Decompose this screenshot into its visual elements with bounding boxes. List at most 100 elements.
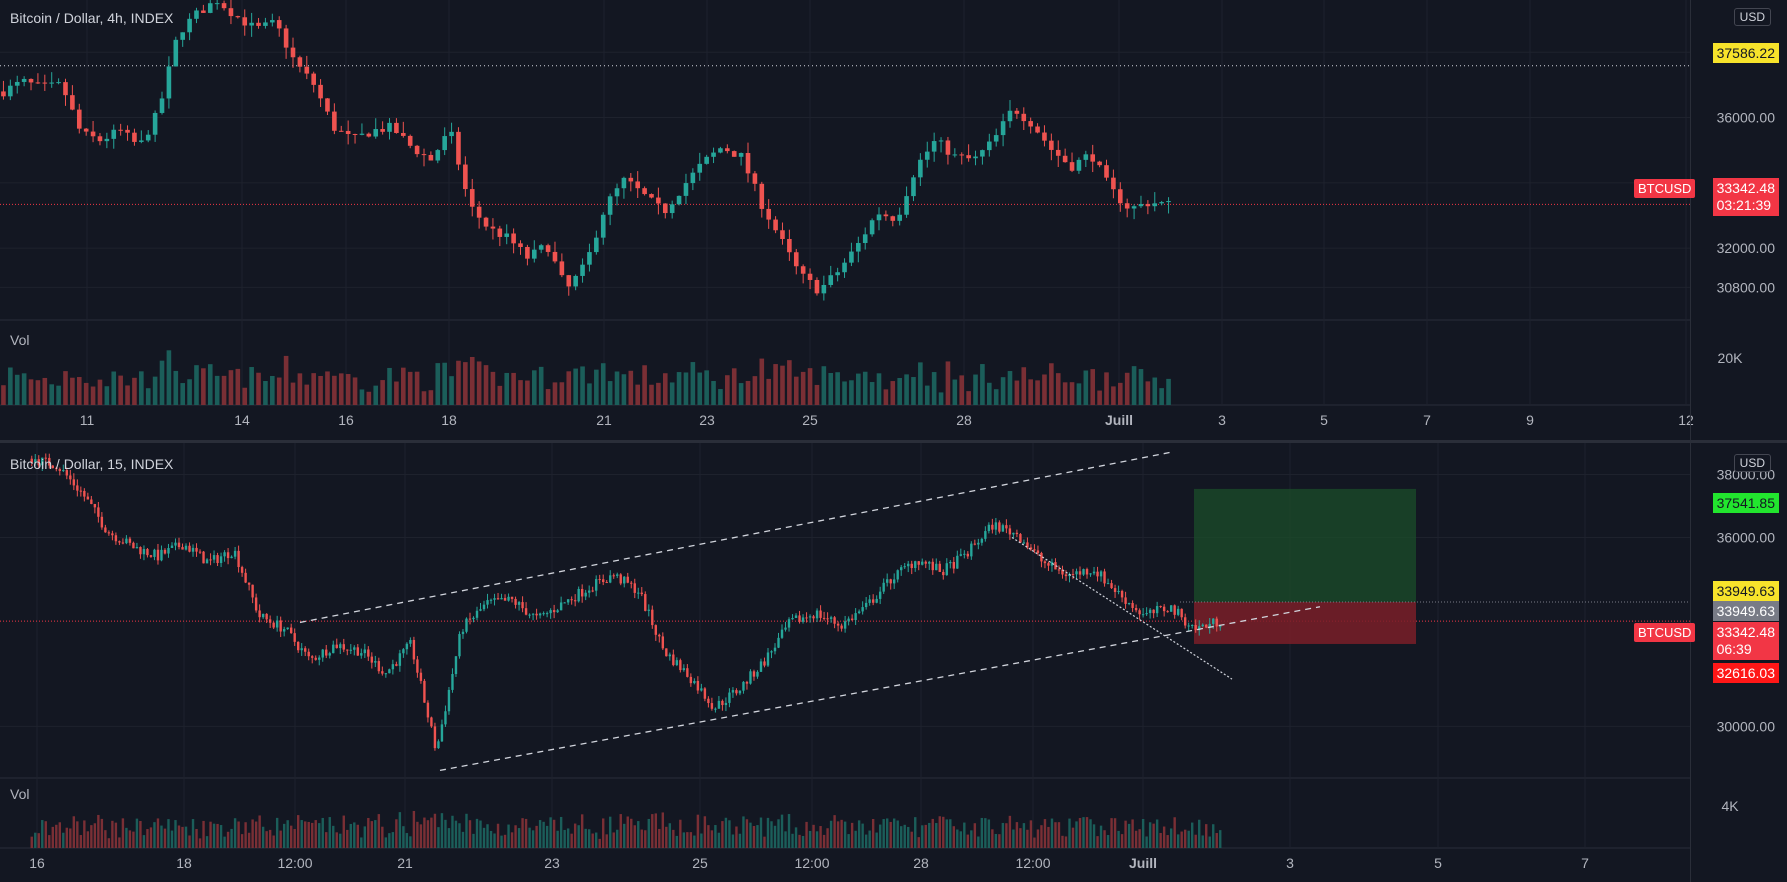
candle-body xyxy=(798,615,801,622)
candle-body xyxy=(763,661,766,666)
chart-pane-15m[interactable]: 38000.00 36000.00 30000.00 4K 16 18 12:00 21 23… xyxy=(0,443,1787,882)
candle-body xyxy=(345,130,351,134)
volume-bar xyxy=(584,828,587,848)
candle-body xyxy=(1194,625,1197,631)
volume-bar xyxy=(970,830,973,848)
candle-body xyxy=(493,598,496,600)
volume-bar xyxy=(79,835,83,848)
volume-bar xyxy=(468,820,472,848)
volume-bar xyxy=(504,372,510,405)
candle-body xyxy=(538,245,544,250)
candle-body xyxy=(815,610,819,619)
candle-body xyxy=(35,82,41,84)
chart-canvas-4h[interactable]: 38000.0036000.0034000.0032000.0030800.00… xyxy=(0,0,1787,440)
volume-bar xyxy=(283,355,289,405)
volume-bar xyxy=(542,821,545,848)
volume-bar xyxy=(952,826,955,848)
volume-bar xyxy=(423,817,426,848)
candle-body xyxy=(41,457,44,466)
candle-body xyxy=(911,177,916,197)
volume-bar xyxy=(1005,823,1008,848)
candle-body xyxy=(959,554,963,556)
candle-body xyxy=(773,219,778,231)
candle-body xyxy=(472,617,475,620)
volume-bar xyxy=(314,820,317,848)
candle-body xyxy=(721,700,724,706)
date-tick-label: Juill xyxy=(1129,855,1157,871)
volume-bar xyxy=(48,835,51,848)
volume-bar xyxy=(717,832,721,848)
candle-body xyxy=(14,81,20,86)
candle-body xyxy=(1085,569,1089,575)
volume-bar xyxy=(676,372,682,405)
volume-bar xyxy=(1169,828,1173,848)
candle-body xyxy=(90,131,96,137)
volume-bar xyxy=(90,825,93,848)
volume-bar xyxy=(952,379,958,405)
volume-bar xyxy=(177,825,181,848)
candle-body xyxy=(889,579,892,584)
candle-body xyxy=(440,724,444,742)
candle-body xyxy=(938,140,944,142)
volume-bar xyxy=(1078,818,1082,848)
volume-bar xyxy=(928,822,931,848)
candle-body xyxy=(903,566,906,568)
volume-bar xyxy=(689,832,693,848)
chart-pane-4h[interactable]: 38000.0036000.0034000.0032000.0030800.00… xyxy=(0,0,1787,440)
candle-body xyxy=(42,82,48,84)
candle-body xyxy=(118,541,121,543)
volume-bar xyxy=(286,820,289,848)
candle-body xyxy=(993,135,999,142)
volume-bar xyxy=(328,817,331,848)
volume-bar xyxy=(166,350,172,405)
volume-bar xyxy=(363,826,367,848)
candle-body xyxy=(1078,571,1082,575)
candle-body xyxy=(412,639,416,660)
volume-label-15m: Vol xyxy=(10,786,30,802)
volume-bar xyxy=(318,375,323,405)
volume-bar xyxy=(679,819,682,848)
candle-body xyxy=(1215,618,1218,627)
volume-bar xyxy=(821,366,827,405)
candle-body xyxy=(1145,204,1151,207)
volume-bar xyxy=(787,360,792,405)
volume-bar xyxy=(791,833,794,848)
candle-body xyxy=(829,617,833,619)
volume-bar xyxy=(145,388,151,405)
volume-bar xyxy=(669,382,675,405)
candle-body xyxy=(587,590,591,593)
volume-bar xyxy=(51,826,54,848)
candle-body xyxy=(510,596,514,599)
volume-bar xyxy=(607,381,613,405)
volume-bars-4h xyxy=(1,350,1171,405)
candle-body xyxy=(409,639,412,644)
candle-body xyxy=(1014,110,1020,114)
volume-bar xyxy=(1015,822,1019,848)
candle-body xyxy=(896,570,899,580)
candle-body xyxy=(945,140,951,155)
candle-body xyxy=(97,507,100,517)
candle-body xyxy=(34,459,37,463)
candle-body xyxy=(500,597,503,600)
candle-body xyxy=(447,689,451,712)
volume-bar xyxy=(531,830,535,848)
volume-bar xyxy=(465,813,468,848)
candle-body xyxy=(174,542,177,546)
currency-badge-15m[interactable]: USD xyxy=(1733,454,1771,472)
candle-body xyxy=(167,547,170,554)
volume-bar xyxy=(1111,386,1116,405)
volume-bar xyxy=(977,836,980,848)
currency-badge-4h[interactable]: USD xyxy=(1733,8,1771,26)
candle-body xyxy=(1029,547,1033,550)
volume-bar xyxy=(191,819,195,848)
pane-divider[interactable] xyxy=(0,440,1787,443)
candle-body xyxy=(607,196,613,215)
candle-body xyxy=(1099,571,1103,577)
volume-bar xyxy=(893,818,896,848)
volume-bar xyxy=(637,821,640,848)
volume-bar xyxy=(62,832,65,848)
candle-body xyxy=(675,660,679,666)
volume-bar xyxy=(409,836,412,848)
candle-body xyxy=(665,648,668,657)
